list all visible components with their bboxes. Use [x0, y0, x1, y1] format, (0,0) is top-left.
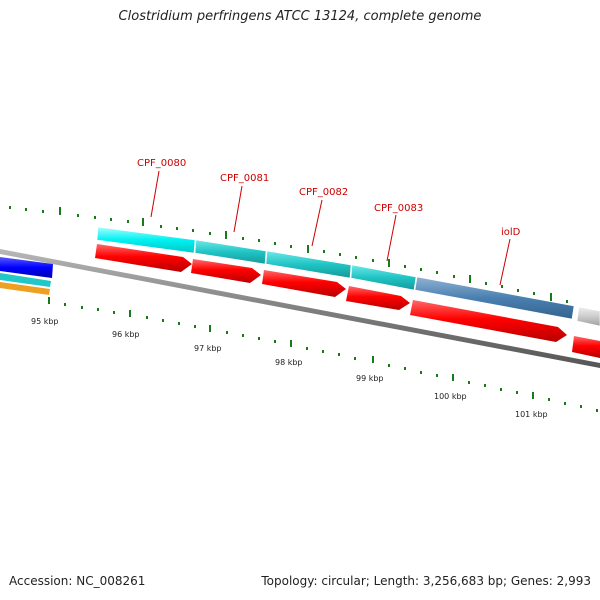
leader-line-cpf-0082: [311, 199, 323, 247]
cds-arrow-cpf-0081[interactable]: [191, 259, 261, 283]
gene-label-cpf-0083[interactable]: CPF_0083: [374, 203, 423, 214]
cds-arrow-iold[interactable]: [410, 300, 567, 342]
scale-label-99kbp: 99 kbp: [356, 374, 384, 383]
cds-arrow-right-edge[interactable]: [572, 336, 600, 358]
gene-label-cpf-0081[interactable]: CPF_0081: [220, 173, 269, 184]
gene-block-cpf-0083[interactable]: [350, 264, 417, 291]
genome-backbone: [0, 249, 600, 368]
cds-arrow-cpf-0082[interactable]: [262, 270, 346, 297]
scale-label-95kbp: 95 kbp: [31, 317, 59, 326]
gene-block-right-edge[interactable]: [576, 306, 600, 327]
scale-label-101kbp: 101 kbp: [515, 410, 548, 419]
gene-labels: CPF_0080 CPF_0081 CPF_0082 CPF_0083 iolD: [137, 158, 521, 286]
scale-labels: 95 kbp 96 kbp 97 kbp 98 kbp 99 kbp 100 k…: [31, 317, 548, 419]
scale-label-100kbp: 100 kbp: [434, 392, 467, 401]
gene-label-iold[interactable]: iolD: [501, 227, 521, 238]
leader-line-cpf-0081: [233, 185, 243, 233]
gene-block-cpf-0082[interactable]: [265, 250, 352, 279]
outer-tick-track: [9, 206, 568, 303]
leader-line-cpf-0080: [150, 170, 160, 218]
leader-line-cpf-0083: [386, 214, 397, 262]
gene-block-blue-partial[interactable]: [0, 257, 53, 278]
scale-label-96kbp: 96 kbp: [112, 330, 140, 339]
scale-label-97kbp: 97 kbp: [194, 344, 222, 353]
gene-track-left-partial: [0, 257, 53, 295]
gene-track-upper: [96, 226, 600, 327]
gene-block-orange-partial[interactable]: [0, 282, 50, 295]
genome-summary-text: Topology: circular; Length: 3,256,683 bp…: [261, 574, 591, 588]
cds-arrow-track: [95, 244, 600, 358]
leader-line-iold: [499, 238, 511, 286]
cds-arrow-cpf-0080[interactable]: [95, 244, 192, 272]
gene-block-cpf-0080[interactable]: [96, 226, 196, 254]
gene-block-cyan-partial[interactable]: [0, 273, 51, 287]
gene-block-iold[interactable]: [414, 276, 575, 320]
gene-label-cpf-0080[interactable]: CPF_0080: [137, 158, 186, 169]
map-title: Clostridium perfringens ATCC 13124, comp…: [118, 9, 482, 24]
accession-text: Accession: NC_008261: [9, 574, 146, 588]
gene-block-cpf-0081[interactable]: [194, 239, 267, 265]
scale-label-98kbp: 98 kbp: [275, 358, 303, 367]
gene-label-cpf-0082[interactable]: CPF_0082: [299, 187, 348, 198]
inner-tick-track: [48, 297, 598, 412]
cds-arrow-cpf-0083[interactable]: [346, 286, 410, 310]
